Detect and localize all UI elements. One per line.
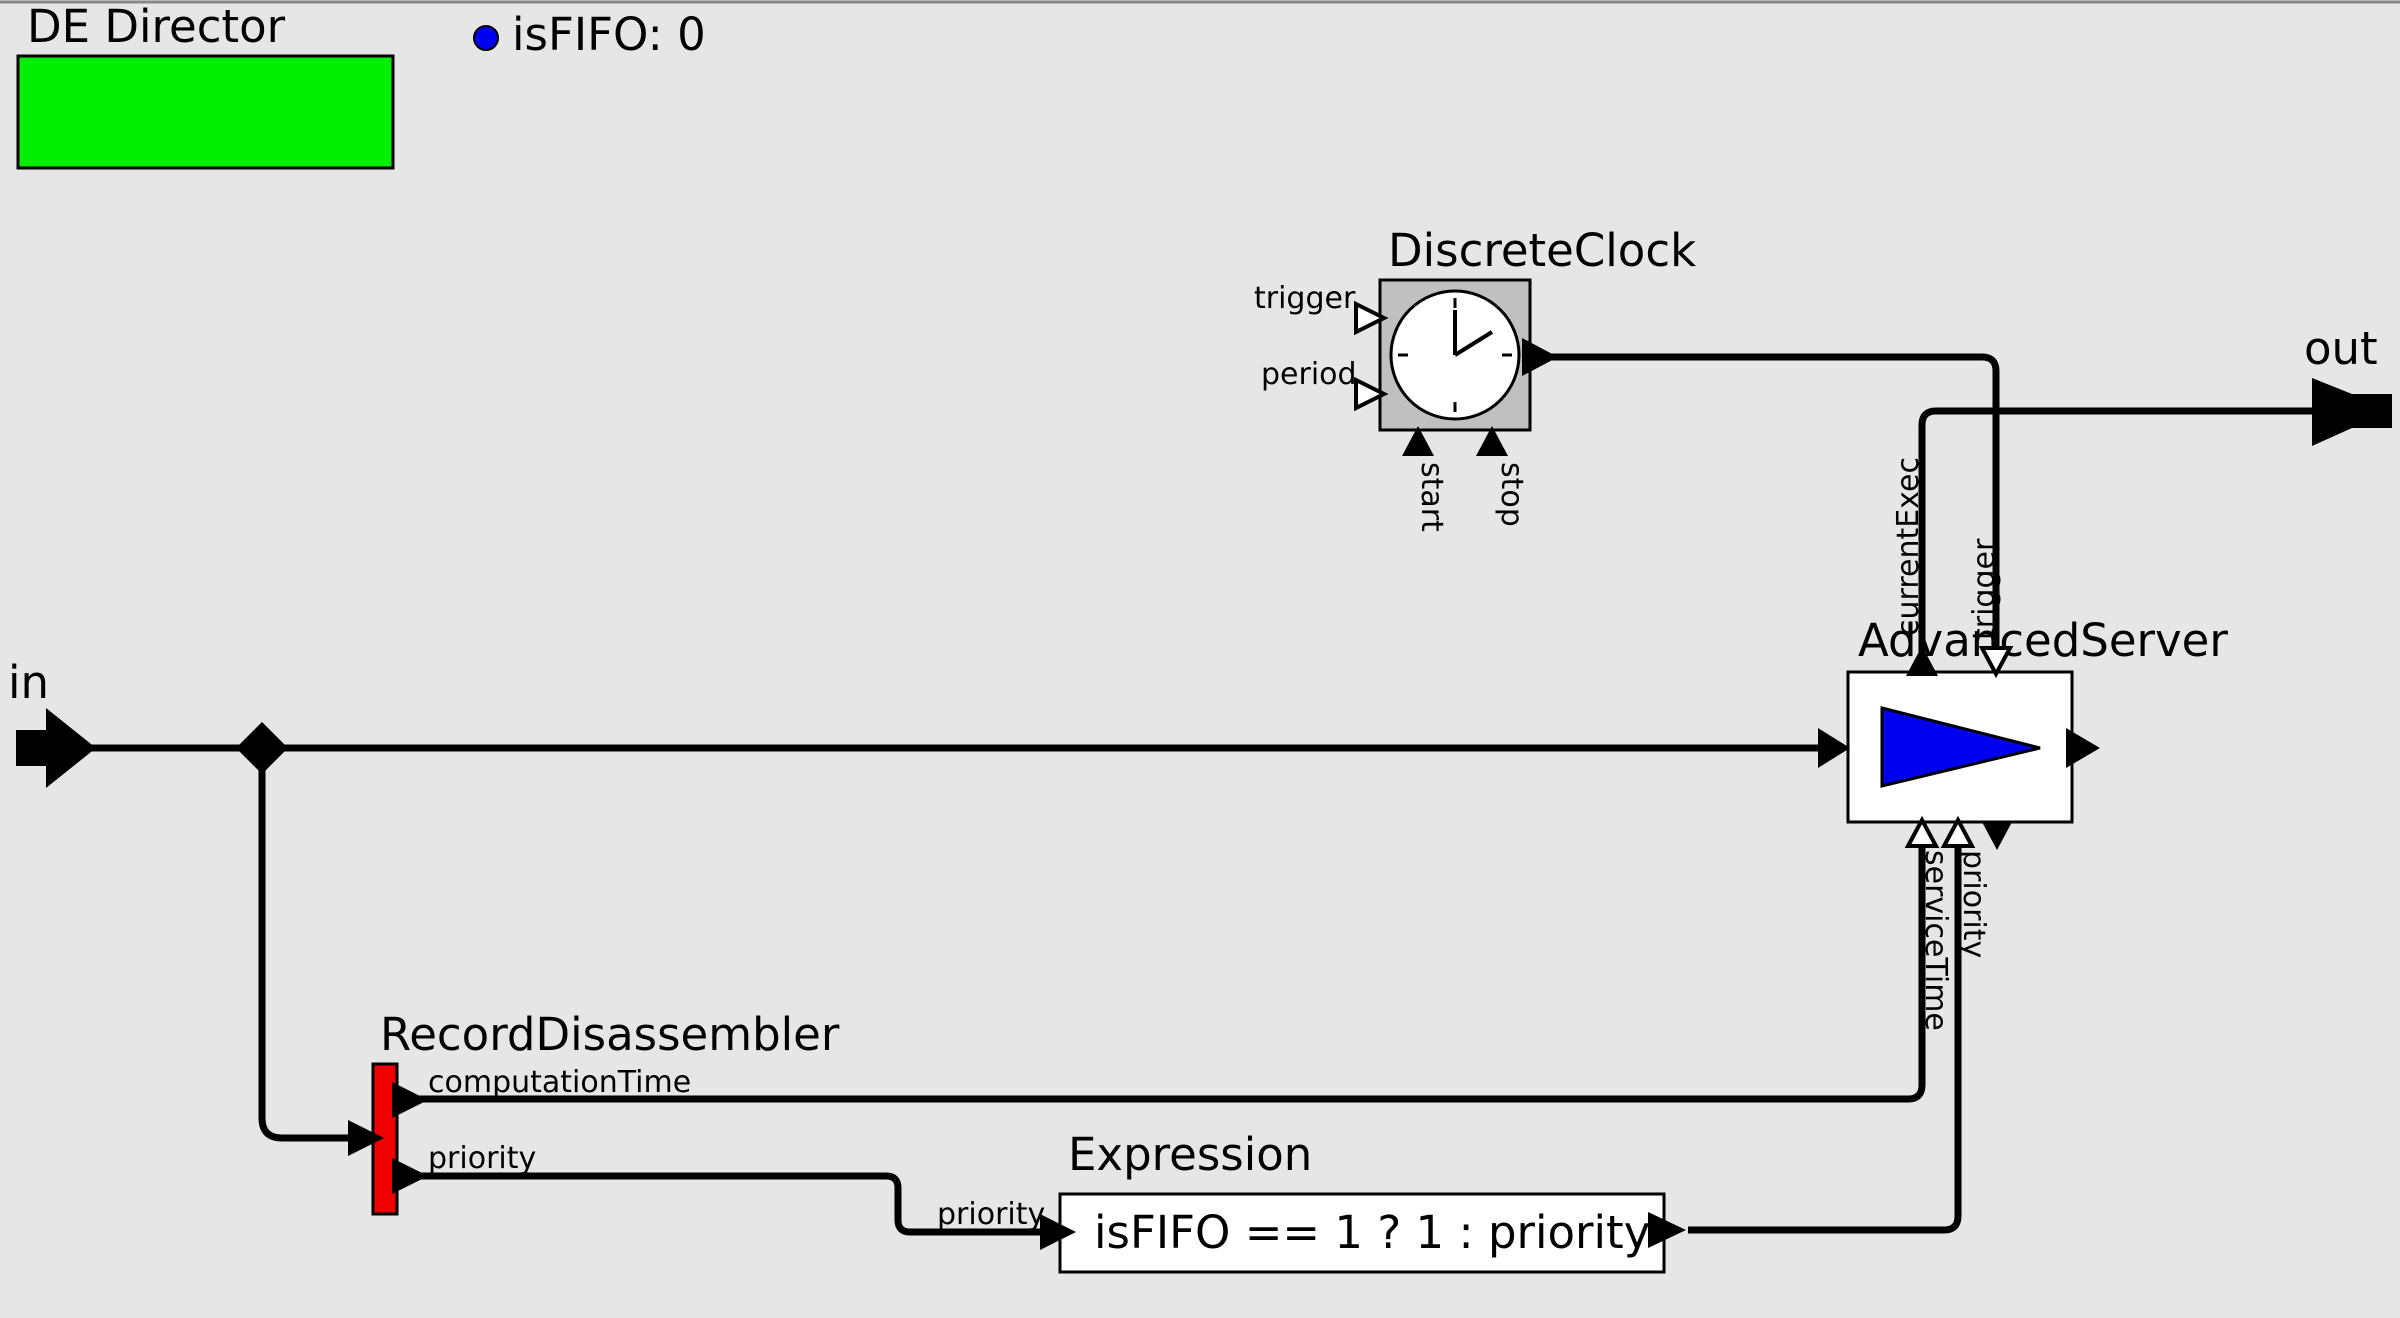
- wires: [90, 353, 2328, 1236]
- server-trigger-port[interactable]: [1978, 646, 2014, 679]
- server-priority-label: priority: [1956, 850, 1991, 958]
- out-port-arrow-icon: [2312, 378, 2392, 446]
- server-input-port[interactable]: [1818, 728, 1850, 768]
- clock-stop-port[interactable]: [1476, 426, 1508, 456]
- server-size-output-port[interactable]: [1982, 822, 2012, 850]
- discrete-clock-actor[interactable]: DiscreteClock trigger period start stop: [1254, 224, 1696, 532]
- in-port[interactable]: in: [8, 656, 96, 788]
- relation-vertex[interactable]: [236, 722, 288, 774]
- clock-icon: [1389, 289, 1521, 421]
- server-priority-port[interactable]: [1940, 815, 1976, 848]
- wire-expression-to-server-priority[interactable]: [1688, 840, 1962, 1234]
- parameter-dot-icon: [473, 25, 499, 51]
- expression-output-port[interactable]: [1648, 1212, 1686, 1248]
- disassembler-priority-port[interactable]: [392, 1158, 428, 1194]
- clock-start-port[interactable]: [1402, 426, 1434, 456]
- isfifo-parameter[interactable]: isFIFO: 0: [473, 8, 706, 61]
- record-disassembler-actor[interactable]: RecordDisassembler computationTime prior…: [348, 1008, 840, 1216]
- clock-output-port[interactable]: [1522, 338, 1558, 376]
- expression-title: Expression: [1068, 1128, 1312, 1181]
- wire-relation-to-disassembler[interactable]: [258, 748, 352, 1142]
- disassembler-priority-label: priority: [428, 1141, 536, 1176]
- server-output-port[interactable]: [2066, 728, 2100, 768]
- director-icon: [16, 54, 395, 170]
- wire-computationtime-to-servicetime[interactable]: [418, 840, 1926, 1103]
- clock-trigger-port[interactable]: [1354, 300, 1389, 336]
- server-currentexec-port[interactable]: [1906, 646, 1938, 676]
- clock-start-label: start: [1414, 462, 1449, 532]
- wire-priority-to-expression[interactable]: [418, 1172, 1040, 1236]
- director-label: DE Director: [27, 0, 286, 53]
- disassembler-computationtime-port[interactable]: [392, 1082, 428, 1118]
- server-trigger-label: trigger: [1967, 538, 2002, 640]
- server-servicetime-label: serviceTime: [1918, 850, 1953, 1031]
- server-triangle-icon: [1880, 706, 2041, 788]
- de-director[interactable]: DE Director: [16, 0, 395, 170]
- disassembler-computationtime-label: computationTime: [428, 1065, 691, 1100]
- advanced-server-actor[interactable]: AdvancedServer currentExec trigger servi…: [1818, 457, 2228, 1031]
- expression-body: [1058, 1192, 1666, 1274]
- clock-period-port[interactable]: [1354, 376, 1389, 412]
- expression-actor[interactable]: Expression isFIFO == 1 ? 1 : priority pr…: [937, 1128, 1686, 1274]
- parameter-text: isFIFO: 0: [512, 8, 706, 61]
- clock-stop-label: stop: [1494, 462, 1529, 527]
- out-port[interactable]: out: [2304, 322, 2392, 446]
- discrete-clock-title: DiscreteClock: [1388, 224, 1696, 277]
- clock-trigger-label: trigger: [1254, 281, 1356, 316]
- record-disassembler-title: RecordDisassembler: [380, 1008, 840, 1061]
- disassembler-input-port[interactable]: [348, 1120, 384, 1156]
- wire-clock-to-server-trigger[interactable]: [1548, 353, 2000, 652]
- expression-text: isFIFO == 1 ? 1 : priority: [1094, 1206, 1650, 1259]
- server-currentexec-label: currentExec: [1891, 457, 1926, 636]
- wire-currentexec-to-out[interactable]: [1918, 407, 2328, 652]
- expression-priority-label: priority: [937, 1197, 1045, 1232]
- expression-priority-port[interactable]: [1040, 1214, 1076, 1250]
- clock-period-label: period: [1261, 357, 1357, 392]
- in-port-label: in: [8, 656, 49, 709]
- out-port-label: out: [2304, 322, 2378, 375]
- server-servicetime-port[interactable]: [1904, 815, 1940, 848]
- in-port-arrow-icon: [16, 708, 96, 788]
